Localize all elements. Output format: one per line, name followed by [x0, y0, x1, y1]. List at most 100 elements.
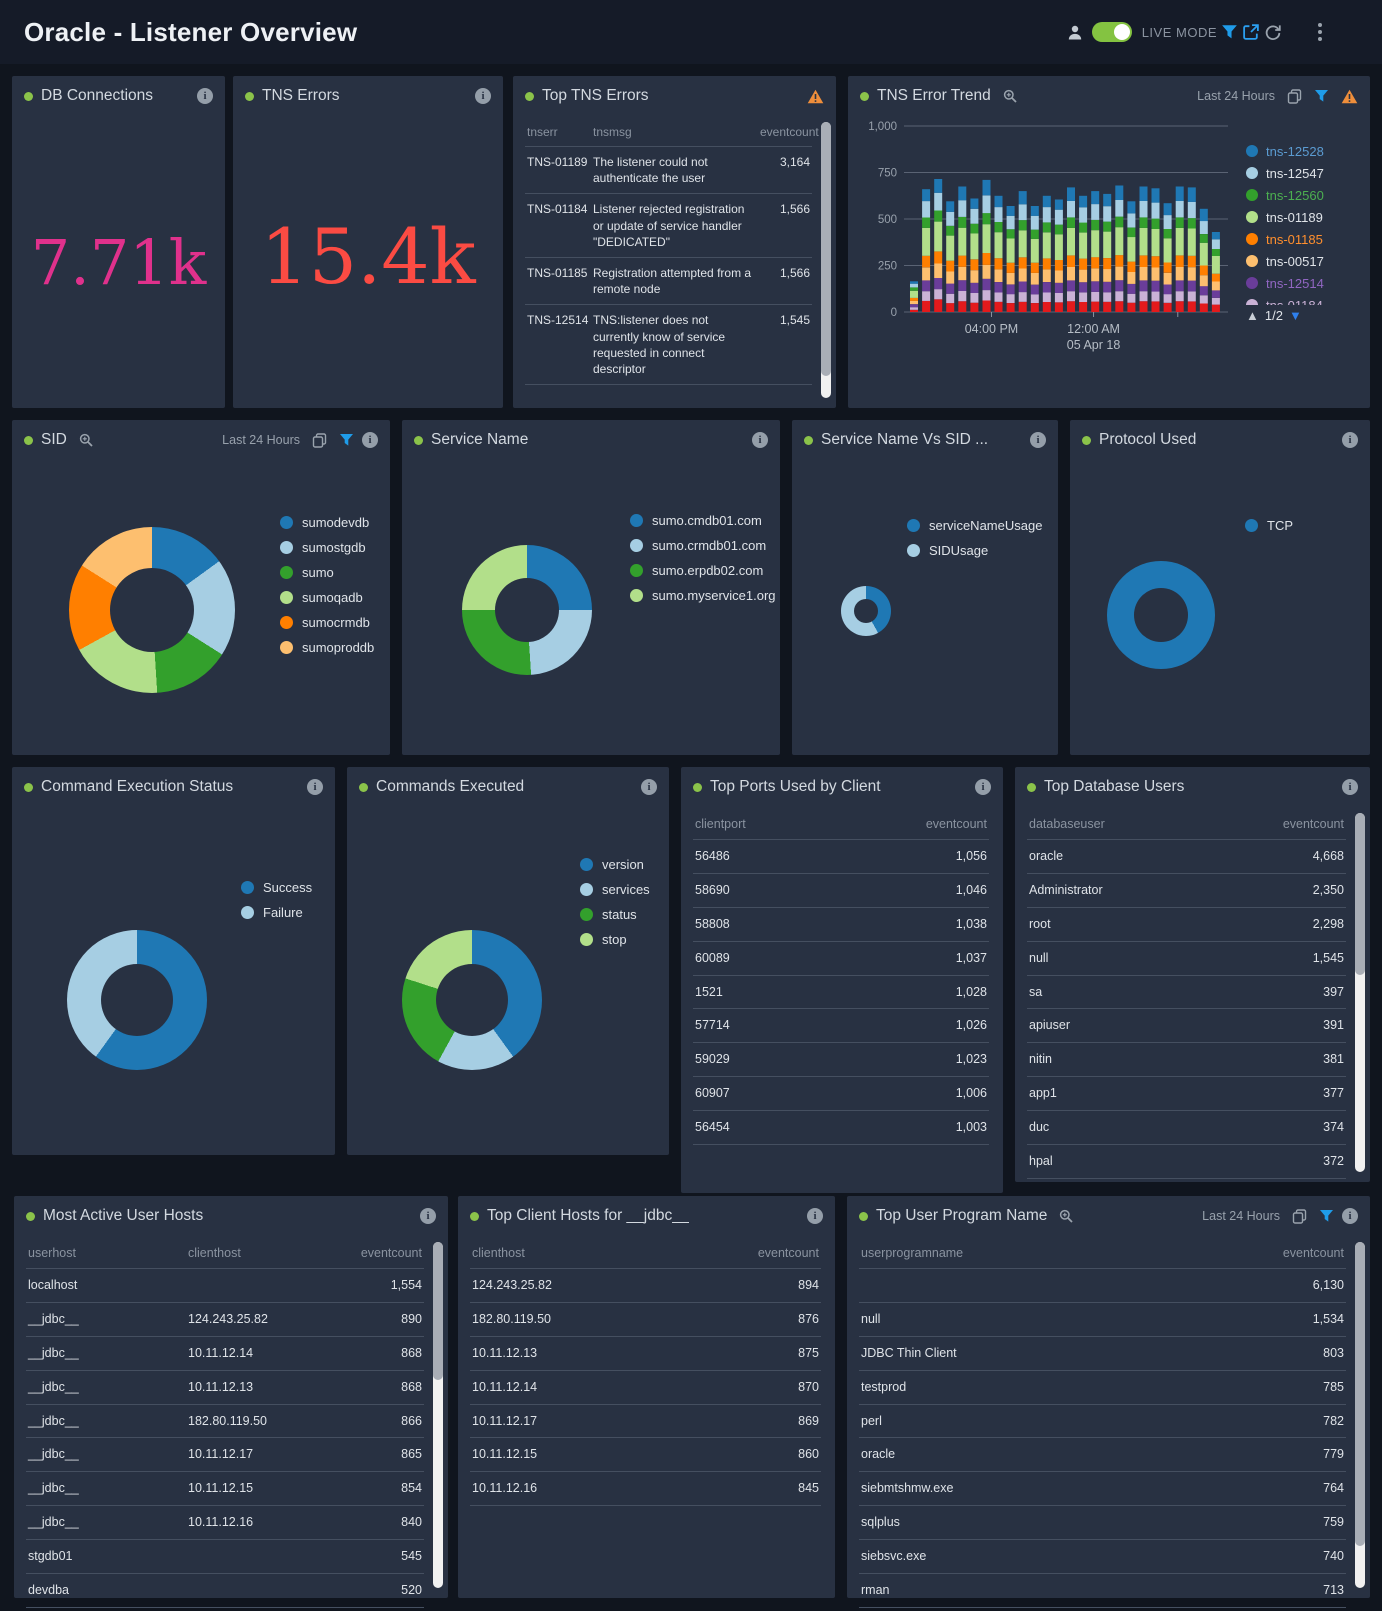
legend-item[interactable]: sumo	[280, 560, 374, 585]
copy-icon[interactable]	[312, 432, 327, 448]
info-icon[interactable]: i	[197, 88, 213, 104]
scrollbar[interactable]	[433, 1242, 443, 1588]
legend-item[interactable]: tns-12514	[1246, 272, 1364, 294]
legend-item[interactable]: sumo.erpdb02.com	[630, 558, 776, 583]
legend-dot	[907, 519, 920, 532]
copy-icon[interactable]	[1287, 88, 1302, 104]
legend-item[interactable]: Success	[241, 875, 312, 900]
column-header: eventcount	[757, 1246, 819, 1260]
table-cell: 10.11.12.17	[472, 1413, 538, 1428]
column-header: tnsmsg	[593, 125, 632, 139]
table-row: app1 377	[1027, 1076, 1346, 1110]
info-icon[interactable]: i	[475, 88, 491, 104]
zoom-in-icon[interactable]	[1059, 1209, 1074, 1223]
table-cell	[186, 1277, 338, 1293]
scrollbar[interactable]	[1355, 813, 1365, 1172]
service-vs-sid-donut-chart[interactable]	[841, 586, 891, 636]
panel-status-dot	[24, 91, 33, 101]
legend-item[interactable]: sumoproddb	[280, 635, 374, 660]
legend-item[interactable]: stop	[580, 927, 650, 952]
table-cell: localhost	[28, 1278, 78, 1292]
live-mode-toggle[interactable]	[1091, 22, 1132, 42]
table-row: __jdbc__ 10.11.12.17 865	[26, 1437, 424, 1471]
legend-item[interactable]: sumo.myservice1.org	[630, 583, 776, 608]
command-status-donut-chart[interactable]	[67, 930, 207, 1070]
legend-item[interactable]: tns-01189	[1246, 206, 1364, 228]
legend-item[interactable]: serviceNameUsage	[907, 513, 1042, 538]
filter-icon[interactable]	[1221, 24, 1238, 40]
info-icon[interactable]: i	[1342, 432, 1358, 448]
legend-item[interactable]: tns-01185	[1246, 228, 1364, 250]
legend-item[interactable]: services	[580, 877, 650, 902]
table-row: 57714 1,026	[693, 1008, 989, 1042]
warning-icon[interactable]	[1341, 89, 1358, 104]
warning-icon[interactable]	[807, 89, 824, 104]
legend-item[interactable]: tns-12560	[1246, 184, 1364, 206]
zoom-in-icon[interactable]	[1003, 89, 1017, 103]
legend-item[interactable]: tns-12547	[1246, 162, 1364, 184]
table-cell: __jdbc__	[28, 1515, 79, 1530]
more-options-icon[interactable]	[1318, 23, 1322, 41]
legend-item[interactable]: SIDUsage	[907, 538, 1042, 563]
info-icon[interactable]: i	[975, 779, 991, 795]
info-icon[interactable]: i	[307, 779, 323, 795]
info-icon[interactable]: i	[641, 779, 657, 795]
table-cell: 1,566	[779, 202, 810, 217]
table-cell: null	[861, 1311, 881, 1326]
legend-label: sumocrmdb	[302, 615, 370, 630]
legend-page-up-icon[interactable]: ▲	[1246, 308, 1259, 323]
legend-dot	[630, 539, 643, 552]
table-cell: 520	[401, 1582, 422, 1597]
info-icon[interactable]: i	[1342, 1208, 1358, 1224]
legend-item[interactable]: sumocrmdb	[280, 610, 374, 635]
column-header: eventcount	[1282, 817, 1344, 831]
info-icon[interactable]: i	[1342, 779, 1358, 795]
info-icon[interactable]: i	[1030, 432, 1046, 448]
scrollbar[interactable]	[1355, 1242, 1365, 1588]
info-icon[interactable]: i	[752, 432, 768, 448]
legend-item[interactable]: sumostgdb	[280, 535, 374, 560]
share-icon[interactable]	[1242, 23, 1260, 41]
table-cell: 57714	[695, 1018, 730, 1033]
top-tns-errors-table: tnserr tnsmsg eventcount TNS-01189 The liste…	[525, 118, 819, 386]
info-icon[interactable]: i	[420, 1208, 436, 1224]
table-cell: oracle	[861, 1447, 896, 1462]
service-name-donut-chart[interactable]	[462, 545, 592, 675]
info-icon[interactable]: i	[807, 1208, 823, 1224]
info-icon[interactable]: i	[362, 432, 378, 448]
legend-page-down-icon[interactable]: ▼	[1288, 308, 1302, 323]
zoom-in-icon[interactable]	[79, 433, 93, 447]
table-cell: 10.11.12.13	[188, 1379, 254, 1394]
filter-icon[interactable]	[339, 433, 354, 447]
command-status-legend: Success Failure	[241, 875, 312, 925]
legend-item[interactable]: sumoqadb	[280, 585, 374, 610]
protocol-donut-chart[interactable]	[1107, 561, 1215, 669]
panel-title: Top User Program Name	[876, 1207, 1048, 1224]
legend-item[interactable]: version	[580, 852, 650, 877]
legend-item[interactable]: sumodevdb	[280, 510, 374, 535]
legend-item[interactable]: tns-00517	[1246, 250, 1364, 272]
commands-executed-donut-chart[interactable]	[402, 930, 542, 1070]
legend-item[interactable]: tns-01184	[1246, 294, 1364, 305]
sid-donut-chart[interactable]	[69, 527, 235, 693]
refresh-icon[interactable]	[1264, 23, 1282, 41]
legend-item[interactable]: tns-12528	[1246, 140, 1364, 162]
table-row: TNS-12514 TNS:listener does not currently…	[525, 304, 812, 386]
copy-icon[interactable]	[1292, 1208, 1307, 1224]
legend-item[interactable]: TCP	[1245, 513, 1293, 538]
user-icon[interactable]	[1068, 25, 1082, 40]
legend-label: Failure	[263, 905, 303, 920]
legend-item[interactable]: sumo.crmdb01.com	[630, 533, 776, 558]
table-row: localhost 1,554	[26, 1268, 424, 1302]
panel-sid: SID Last 24 Hours i sumodevdb sumostgdb su…	[12, 420, 390, 755]
legend-item[interactable]: sumo.cmdb01.com	[630, 508, 776, 533]
filter-icon[interactable]	[1319, 1209, 1334, 1223]
table-cell: 545	[401, 1549, 422, 1563]
table-row: __jdbc__ 10.11.12.13 868	[26, 1369, 424, 1404]
filter-icon[interactable]	[1314, 89, 1329, 103]
table-cell: TNS-12514	[527, 313, 589, 328]
legend-item[interactable]: status	[580, 902, 650, 927]
tns-error-trend-chart[interactable]: 0 250 500 750 1,000 04:00 PM 12:00 AM 05 Apr 18	[860, 116, 1242, 361]
scrollbar[interactable]	[821, 122, 831, 398]
legend-item[interactable]: Failure	[241, 900, 312, 925]
